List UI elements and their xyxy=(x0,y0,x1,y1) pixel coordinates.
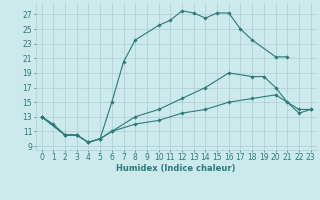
X-axis label: Humidex (Indice chaleur): Humidex (Indice chaleur) xyxy=(116,164,236,173)
